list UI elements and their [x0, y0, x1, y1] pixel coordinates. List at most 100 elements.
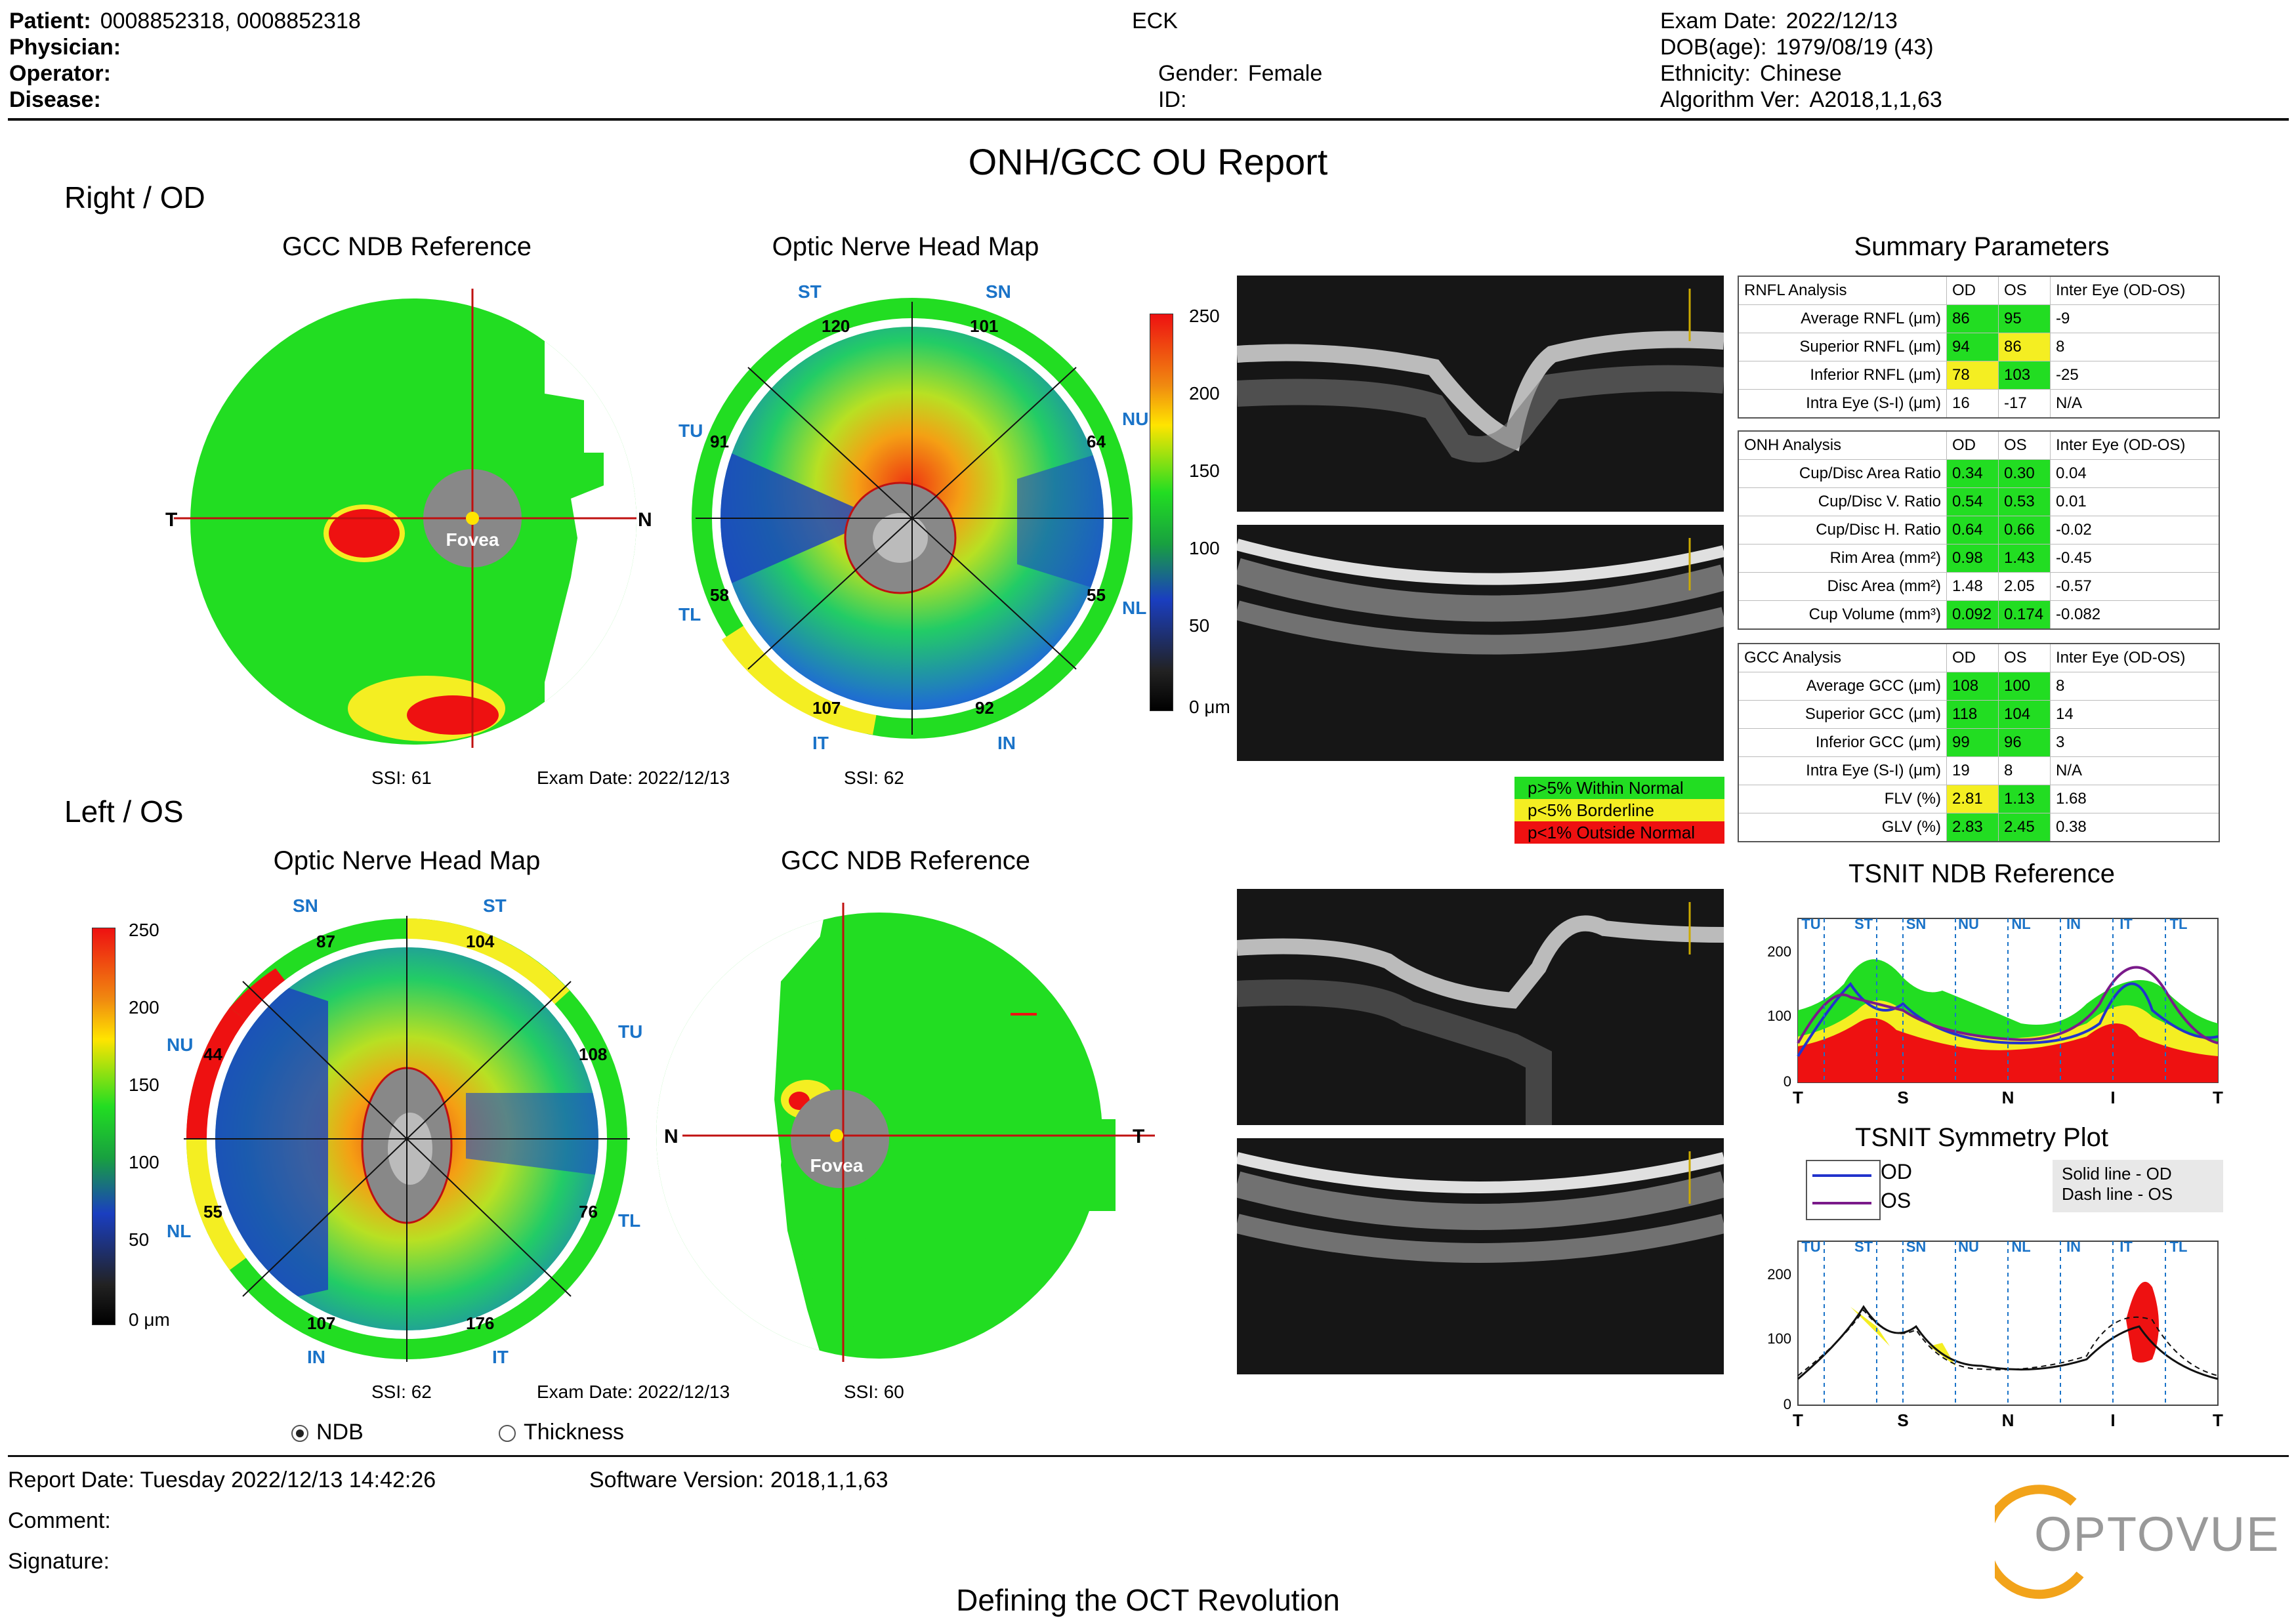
- gcc-cell-od: 118: [1946, 700, 1999, 729]
- sym-dash-note: Dash line - OS: [2062, 1184, 2173, 1204]
- os-t-label: T: [1133, 1126, 1144, 1147]
- os-sector-nu-value: 44: [203, 1044, 222, 1064]
- od-scale-200: 200: [1189, 383, 1220, 403]
- ndb-radio[interactable]: [291, 1425, 308, 1443]
- onh-cell-od: 1.48: [1946, 572, 1999, 601]
- gcc-cell-label: GLV (%): [1738, 813, 1947, 842]
- onh-header-1: OD: [1946, 430, 1999, 460]
- onh-cell-od: 0.98: [1946, 544, 1999, 573]
- significance-legend: p>5% Within Normal p<5% Borderline p<1% …: [1514, 777, 1724, 844]
- onh-row: Cup/Disc V. Ratio 0.54 0.53 0.01: [1738, 487, 2220, 516]
- sym-os-label: OS: [1881, 1189, 1911, 1212]
- onh-cell-os: 1.43: [1998, 544, 2051, 573]
- sym-sector-tu: TU: [1801, 1239, 1820, 1255]
- gender-value: Female: [1247, 61, 1323, 86]
- od-sector-tl-label: TL: [678, 604, 701, 625]
- thickness-radio[interactable]: [499, 1425, 516, 1443]
- rnfl-cell-od: 16: [1946, 389, 1999, 419]
- center-name: ECK: [1132, 9, 1178, 33]
- onh-cell-os: 2.05: [1998, 572, 2051, 601]
- od-sector-nl-label: NL: [1122, 598, 1146, 618]
- signature-label: Signature:: [8, 1549, 110, 1574]
- gcc-cell-label: Intra Eye (S-I) (μm): [1738, 756, 1947, 785]
- os-sector-tl-value: 76: [579, 1202, 598, 1222]
- rnfl-cell-diff: N/A: [2050, 389, 2220, 419]
- os-sector-in-value: 107: [307, 1313, 335, 1333]
- gcc-cell-od: 99: [1946, 728, 1999, 757]
- od-gcc-ssi: SSI: 61: [371, 768, 432, 788]
- sym-sector-st: ST: [1854, 1239, 1873, 1255]
- patient-label: Patient:: [9, 9, 91, 33]
- od-sector-st-value: 120: [822, 316, 850, 336]
- os-sector-sn-value: 87: [316, 932, 335, 951]
- os-gcc-title: GCC NDB Reference: [780, 846, 1031, 875]
- onh-header-3: Inter Eye (OD-OS): [2050, 430, 2220, 460]
- od-sector-sn-label: SN: [986, 282, 1011, 302]
- os-sector-nu-label: NU: [167, 1035, 193, 1055]
- rnfl-cell-od: 86: [1946, 304, 1999, 333]
- gcc-cell-label: Superior GCC (μm): [1738, 700, 1947, 729]
- thickness-option[interactable]: Thickness: [499, 1420, 624, 1445]
- onh-cell-od: 0.34: [1946, 459, 1999, 488]
- sym-x-s: S: [1897, 1410, 1908, 1430]
- od-scale-100: 100: [1189, 538, 1220, 558]
- tsnit-ndb-chart: TU ST SN NU NL IN IT TL 200 100 0 T S N …: [1767, 916, 2223, 1107]
- sym-legend-box: [1806, 1160, 1881, 1220]
- ethnicity-label: Ethnicity:: [1660, 61, 1751, 86]
- gcc-cell-label: FLV (%): [1738, 785, 1947, 813]
- summary-title: Summary Parameters: [1854, 232, 2110, 261]
- operator-label: Operator:: [9, 61, 111, 86]
- os-gcc-ssi: SSI: 60: [844, 1382, 904, 1402]
- os-exam-date: Exam Date: 2022/12/13: [537, 1382, 730, 1402]
- sym-od-line: [1812, 1174, 1871, 1177]
- ndb-x-n: N: [2002, 1088, 2014, 1107]
- onh-cell-label: Rim Area (mm²): [1738, 544, 1947, 573]
- rnfl-row: Intra Eye (S-I) (μm) 16 -17 N/A: [1738, 389, 2220, 419]
- rnfl-cell-os: 103: [1998, 361, 2051, 390]
- sym-y-100: 100: [1767, 1330, 1791, 1347]
- gcc-cell-od: 19: [1946, 756, 1999, 785]
- gcc-header-3: Inter Eye (OD-OS): [2050, 643, 2220, 672]
- onh-row: Cup/Disc H. Ratio 0.64 0.66 -0.02: [1738, 516, 2220, 544]
- gcc-table: GCC Analysis OD OS Inter Eye (OD-OS) Average…: [1738, 643, 2220, 842]
- od-sector-it-label: IT: [812, 733, 829, 753]
- rnfl-header-0: RNFL Analysis: [1738, 276, 1947, 305]
- rnfl-cell-od: 78: [1946, 361, 1999, 390]
- gcc-cell-os: 2.45: [1998, 813, 2051, 842]
- rnfl-header-2: OS: [1998, 276, 2051, 305]
- onh-header-0: ONH Analysis: [1738, 430, 1947, 460]
- rnfl-row: Inferior RNFL (μm) 78 103 -25: [1738, 361, 2220, 390]
- footer-divider: [8, 1455, 2289, 1457]
- gcc-cell-diff: N/A: [2050, 756, 2220, 785]
- sym-x-i: I: [2110, 1410, 2115, 1430]
- gcc-cell-os: 100: [1998, 672, 2051, 701]
- od-onh-bscan: [1237, 276, 1724, 512]
- header-left: Patient: 0008852318, 0008852318 Physician…: [9, 8, 361, 113]
- onh-cell-label: Cup/Disc V. Ratio: [1738, 487, 1947, 516]
- sym-y-0: 0: [1784, 1396, 1791, 1412]
- tsnit-ndb-title: TSNIT NDB Reference: [1848, 859, 2116, 888]
- header-divider: [8, 118, 2289, 121]
- onh-cell-diff: -0.45: [2050, 544, 2220, 573]
- gcc-cell-diff: 3: [2050, 728, 2220, 757]
- od-onh-ssi: SSI: 62: [844, 768, 904, 788]
- gcc-cell-os: 1.13: [1998, 785, 2051, 813]
- ndb-y-100: 100: [1767, 1008, 1791, 1024]
- od-color-scale: [1150, 314, 1173, 711]
- onh-cell-os: 0.30: [1998, 459, 2051, 488]
- tagline: Defining the OCT Revolution: [956, 1583, 1340, 1617]
- rnfl-cell-diff: -9: [2050, 304, 2220, 333]
- os-sector-tu-label: TU: [618, 1021, 642, 1042]
- sym-sector-in: IN: [2066, 1239, 2081, 1255]
- od-sector-nu-label: NU: [1122, 409, 1148, 429]
- od-gcc-title: GCC NDB Reference: [282, 232, 532, 261]
- gcc-cell-diff: 14: [2050, 700, 2220, 729]
- os-scale-0: 0 μm: [129, 1309, 170, 1330]
- gender-label: Gender:: [1158, 61, 1239, 86]
- ethnicity-value: Chinese: [1759, 61, 1842, 86]
- sym-y-200: 200: [1767, 1266, 1791, 1283]
- od-scale-150: 150: [1189, 461, 1220, 481]
- ndb-option[interactable]: NDB: [291, 1420, 364, 1445]
- rnfl-cell-label: Inferior RNFL (μm): [1738, 361, 1947, 390]
- os-scale-150: 150: [129, 1075, 159, 1095]
